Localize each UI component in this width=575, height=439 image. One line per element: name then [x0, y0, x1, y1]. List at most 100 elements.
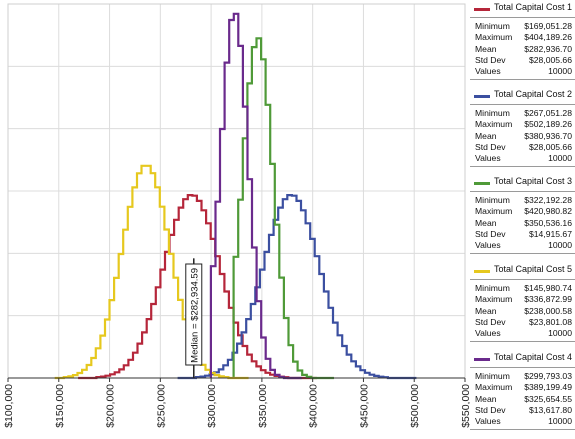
- legend-series-name: Total Capital Cost 4: [494, 352, 573, 362]
- legend-series-name: Total Capital Cost 1: [494, 2, 573, 12]
- legend-stat-value: $145,980.74: [524, 283, 572, 293]
- legend-stat-label: Minimum: [475, 195, 510, 205]
- legend-swatch: [474, 270, 490, 273]
- legend-stat-row: Mean $282,936.70: [470, 44, 575, 55]
- legend-stat-value: 10000: [548, 66, 572, 77]
- median-annotation: Median = $282,934.59: [185, 258, 203, 378]
- legend-stat-label: Mean: [475, 43, 497, 54]
- legend-stat-label: Std Dev: [475, 141, 506, 152]
- median-label: Median = $282,934.59: [189, 268, 200, 363]
- legend-stat-label: Minimum: [475, 108, 510, 118]
- legend-stat-row: Minimum $145,980.74: [470, 283, 575, 294]
- legend-swatch: [474, 95, 490, 98]
- legend-stat-row: Maximum $502,189.26: [470, 119, 575, 130]
- legend-stat-row: Std Dev $23,801.08: [470, 317, 575, 328]
- legend-entry-divider: [470, 77, 575, 81]
- legend-series-name: Total Capital Cost 2: [494, 89, 573, 99]
- legend-stat-row: Std Dev $13,617.80: [470, 405, 575, 416]
- legend-stat-label: Std Dev: [475, 54, 506, 65]
- x-tick-label: $350,000: [257, 384, 269, 428]
- legend-entry-header: Total Capital Cost 4: [470, 350, 575, 368]
- legend-stat-label: Minimum: [475, 371, 510, 381]
- legend-stat-row: Maximum $336,872.99: [470, 294, 575, 305]
- legend-stat-row: Minimum $267,051.28: [470, 108, 575, 119]
- x-tick-label: $150,000: [54, 384, 66, 428]
- legend-stat-row: Std Dev $28,005.66: [470, 55, 575, 66]
- legend-stat-row: Values 10000: [470, 66, 575, 77]
- legend-stat-row: Maximum $420,980.82: [470, 206, 575, 217]
- legend-stat-value: $14,915.67: [528, 228, 572, 239]
- legend-entry-header: Total Capital Cost 5: [470, 262, 575, 280]
- legend-stat-value: 10000: [548, 153, 572, 164]
- legend-stat-value: $299,793.03: [524, 371, 572, 381]
- legend-stat-label: Std Dev: [475, 404, 506, 415]
- x-tick-label: $250,000: [155, 384, 167, 428]
- legend-stat-row: Mean $350,536.16: [470, 218, 575, 229]
- legend-stat-label: Maximum: [475, 294, 513, 305]
- legend-stat-row: Std Dev $14,915.67: [470, 229, 575, 240]
- legend-stat-row: Values 10000: [470, 240, 575, 251]
- x-tick-label: $200,000: [105, 384, 117, 428]
- legend-stat-value: $169,051.28: [524, 21, 572, 31]
- legend-stat-value: $502,189.26: [524, 119, 572, 130]
- x-tick-label: $100,000: [3, 384, 15, 428]
- legend-entry-divider: [470, 164, 575, 168]
- legend-stat-label: Maximum: [475, 32, 513, 43]
- x-axis: $100,000 $150,000 $200,000 $250,000 $300,000…: [3, 377, 470, 428]
- legend-stat-row: Mean $325,654.55: [470, 394, 575, 405]
- legend-entry-2: Total Capital Cost 2 Minimum $267,051.28 Ma…: [470, 87, 575, 168]
- legend-stat-label: Values: [475, 66, 501, 77]
- legend-stat-value: $28,005.66: [528, 54, 572, 65]
- legend-entry-divider: [470, 339, 575, 343]
- legend-entry-4: Total Capital Cost 5 Minimum $145,980.74 Ma…: [470, 262, 575, 343]
- legend-swatch: [474, 358, 490, 361]
- x-tick-label: $300,000: [206, 384, 218, 428]
- legend-entry-header: Total Capital Cost 3: [470, 174, 575, 192]
- legend-stat-label: Minimum: [475, 283, 510, 293]
- legend-stat-value: $325,654.55: [524, 393, 572, 404]
- legend-stat-value: 10000: [548, 416, 572, 427]
- legend-series-name: Total Capital Cost 3: [494, 176, 573, 186]
- x-tick-label: $550,000: [460, 384, 470, 428]
- histogram-chart: $100,000 $150,000 $200,000 $250,000 $300,000…: [3, 3, 470, 428]
- x-tick-label: $450,000: [358, 384, 370, 428]
- series-2-line: [177, 194, 417, 380]
- legend-stat-row: Mean $380,936.70: [470, 131, 575, 142]
- legend-stat-label: Mean: [475, 393, 497, 404]
- x-tick-label: $500,000: [409, 384, 421, 428]
- legend-entry-divider: [470, 251, 575, 255]
- legend-entry-1: Total Capital Cost 1 Minimum $169,051.28 Ma…: [470, 0, 575, 81]
- legend-stat-value: 10000: [548, 240, 572, 251]
- legend-stat-label: Values: [475, 416, 501, 427]
- legend-entry-5: Total Capital Cost 4 Minimum $299,793.03 Ma…: [470, 350, 575, 431]
- legend-stat-label: Mean: [475, 305, 497, 316]
- legend-series-name: Total Capital Cost 5: [494, 264, 573, 274]
- legend: Total Capital Cost 1 Minimum $169,051.28 Ma…: [470, 0, 575, 439]
- legend-swatch: [474, 182, 490, 185]
- series-group: [54, 12, 417, 380]
- legend-stat-label: Std Dev: [475, 228, 506, 239]
- legend-stat-row: Values 10000: [470, 328, 575, 339]
- legend-entry-header: Total Capital Cost 1: [470, 0, 575, 18]
- legend-stat-label: Maximum: [475, 206, 513, 217]
- legend-entry-header: Total Capital Cost 2: [470, 87, 575, 105]
- legend-stat-label: Values: [475, 240, 501, 251]
- legend-stat-label: Mean: [475, 217, 497, 228]
- legend-entry-3: Total Capital Cost 3 Minimum $322,192.28 Ma…: [470, 174, 575, 255]
- legend-stat-label: Minimum: [475, 21, 510, 31]
- legend-stat-value: $350,536.16: [524, 217, 572, 228]
- legend-stat-row: Maximum $389,199.49: [470, 382, 575, 393]
- legend-stat-value: $282,936.70: [524, 43, 572, 54]
- legend-stat-label: Maximum: [475, 382, 513, 393]
- legend-stat-value: $380,936.70: [524, 130, 572, 141]
- series-3-line: [232, 37, 334, 380]
- legend-stat-value: $322,192.28: [524, 195, 572, 205]
- legend-stat-label: Maximum: [475, 119, 513, 130]
- legend-stat-value: $389,199.49: [524, 382, 572, 393]
- legend-stat-row: Std Dev $28,005.66: [470, 142, 575, 153]
- legend-stat-label: Values: [475, 328, 501, 339]
- legend-swatch: [474, 8, 490, 11]
- legend-stat-row: Minimum $322,192.28: [470, 195, 575, 206]
- legend-stat-label: Mean: [475, 130, 497, 141]
- series-1-line: [78, 194, 317, 380]
